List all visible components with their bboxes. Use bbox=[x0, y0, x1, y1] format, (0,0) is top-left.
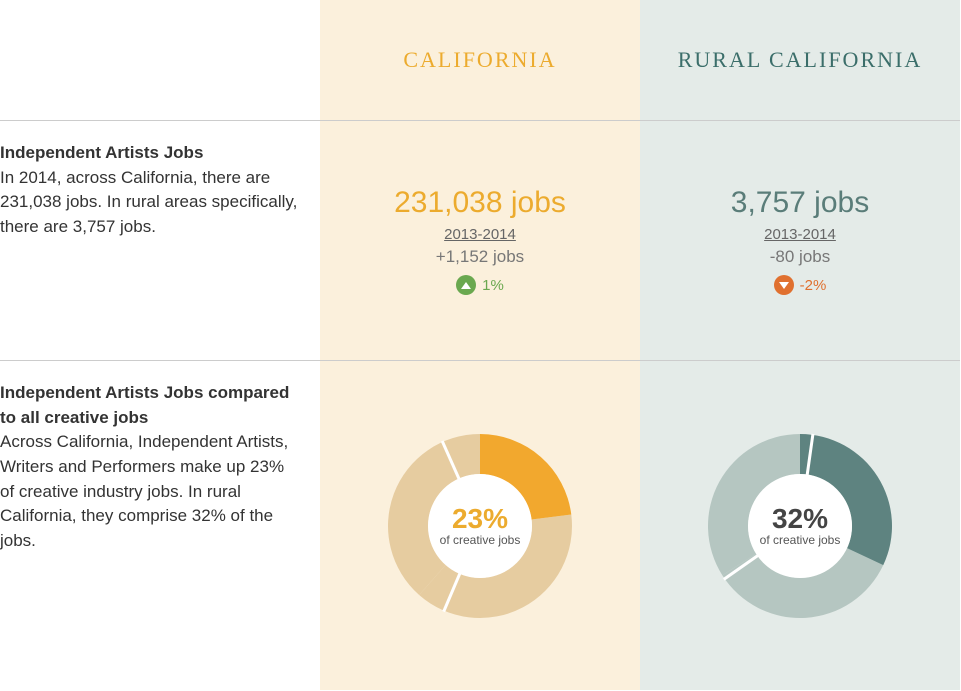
header-label: CALIFORNIA bbox=[403, 47, 556, 73]
donut-pct: 23% bbox=[432, 504, 528, 535]
jobs-delta-pct-row: 1% bbox=[456, 275, 504, 295]
column-header-rural: RURAL CALIFORNIA bbox=[640, 0, 960, 120]
jobs-delta-pct-row: -2% bbox=[774, 275, 827, 295]
arrow-up-icon bbox=[456, 275, 476, 295]
donut-sub: of creative jobs bbox=[752, 534, 848, 547]
jobs-period: 2013-2014 bbox=[764, 226, 836, 243]
jobs-delta-count: +1,152 jobs bbox=[436, 247, 524, 267]
jobs-stat-california: 231,038 jobs 2013-2014 +1,152 jobs 1% bbox=[320, 120, 640, 360]
header-spacer bbox=[0, 0, 320, 120]
donut-wrap: 23% of creative jobs bbox=[380, 426, 580, 626]
column-header-california: CALIFORNIA bbox=[320, 0, 640, 120]
jobs-period: 2013-2014 bbox=[444, 226, 516, 243]
row-jobs-title: Independent Artists Jobs bbox=[0, 141, 300, 166]
donut-center-label: 23% of creative jobs bbox=[432, 504, 528, 548]
donut-center-label: 32% of creative jobs bbox=[752, 504, 848, 548]
jobs-delta-count: -80 jobs bbox=[770, 247, 830, 267]
row-share-body: Across California, Independent Artists, … bbox=[0, 430, 300, 553]
jobs-delta-pct: 1% bbox=[482, 277, 504, 294]
jobs-count: 3,757 jobs bbox=[731, 186, 869, 220]
donut-sub: of creative jobs bbox=[432, 534, 528, 547]
row-jobs-body: In 2014, across California, there are 23… bbox=[0, 166, 300, 240]
arrow-down-icon bbox=[774, 275, 794, 295]
share-donut-rural: 32% of creative jobs bbox=[640, 360, 960, 690]
donut-wrap: 32% of creative jobs bbox=[700, 426, 900, 626]
donut-pct: 32% bbox=[752, 504, 848, 535]
header-label: RURAL CALIFORNIA bbox=[678, 47, 922, 73]
row-share-title: Independent Artists Jobs compared to all… bbox=[0, 381, 300, 430]
jobs-stat-rural: 3,757 jobs 2013-2014 -80 jobs -2% bbox=[640, 120, 960, 360]
share-donut-california: 23% of creative jobs bbox=[320, 360, 640, 690]
jobs-delta-pct: -2% bbox=[800, 277, 827, 294]
jobs-count: 231,038 jobs bbox=[394, 186, 566, 220]
row-jobs-description: Independent Artists Jobs In 2014, across… bbox=[0, 120, 320, 360]
row-share-description: Independent Artists Jobs compared to all… bbox=[0, 360, 320, 690]
comparison-grid: CALIFORNIA RURAL CALIFORNIA Independent … bbox=[0, 0, 961, 690]
